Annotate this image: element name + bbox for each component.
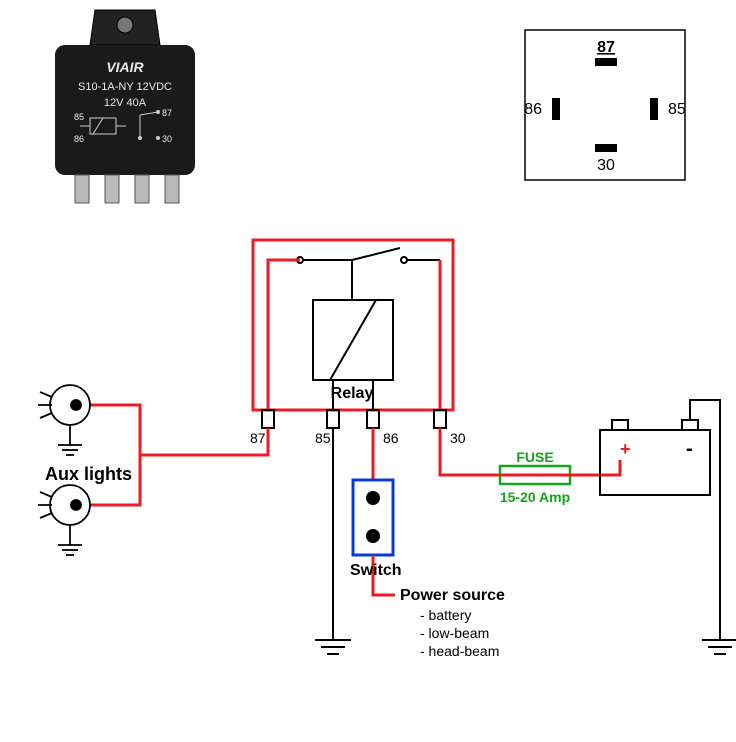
relay-label: Relay — [331, 385, 374, 402]
wire-fuse-to-battery — [570, 460, 620, 475]
aux-lights-label: Aux lights — [45, 464, 132, 484]
pin-diagram-85: 85 — [668, 101, 686, 118]
ground-battery — [702, 640, 736, 654]
battery-minus: - — [686, 438, 693, 460]
pin-diagram-30: 30 — [597, 157, 615, 174]
relay-pin-86: 86 — [383, 430, 399, 446]
aux-light-bottom — [38, 485, 90, 555]
power-source-item-2: - head-beam — [420, 643, 499, 659]
relay-photo-brand: VIAIR — [106, 59, 144, 75]
relay-photo-model: S10-1A-NY 12VDC — [78, 81, 172, 93]
relay-photo: VIAIR S10-1A-NY 12VDC 12V 40A 85 86 87 3… — [55, 10, 195, 203]
fuse-amps: 15-20 Amp — [500, 489, 570, 505]
wire-30-to-fuse — [440, 428, 500, 475]
power-source-item-1: - low-beam — [420, 625, 489, 641]
relay-photo-pin-87: 87 — [162, 108, 172, 118]
ground-85 — [315, 640, 351, 654]
relay-pin-87: 87 — [250, 430, 266, 446]
relay-photo-pin-86: 86 — [74, 134, 84, 144]
pin-diagram-86: 86 — [524, 101, 542, 118]
wire-87-to-lights — [90, 405, 268, 505]
relay-pin-30: 30 — [450, 430, 466, 446]
fuse: FUSE 15-20 Amp — [500, 449, 570, 505]
relay-photo-pin-85: 85 — [74, 112, 84, 122]
relay-photo-rating: 12V 40A — [104, 97, 147, 109]
pin-diagram: 87 86 85 30 — [524, 30, 686, 180]
power-source-item-0: - battery — [420, 607, 471, 623]
battery-plus: + — [620, 439, 631, 459]
aux-light-top — [38, 385, 90, 455]
switch-label: Switch — [350, 562, 402, 579]
fuse-label: FUSE — [516, 449, 553, 465]
wire-battery-neg-ground — [690, 400, 720, 640]
power-source-title: Power source — [400, 587, 505, 604]
battery: + - — [600, 420, 710, 495]
relay-photo-pin-30: 30 — [162, 134, 172, 144]
pin-diagram-87: 87 — [597, 39, 615, 56]
relay-pin-85: 85 — [315, 430, 331, 446]
relay-block: Relay 87 85 86 30 — [250, 240, 466, 446]
wiring-diagram: VIAIR S10-1A-NY 12VDC 12V 40A 85 86 87 3… — [0, 0, 736, 742]
